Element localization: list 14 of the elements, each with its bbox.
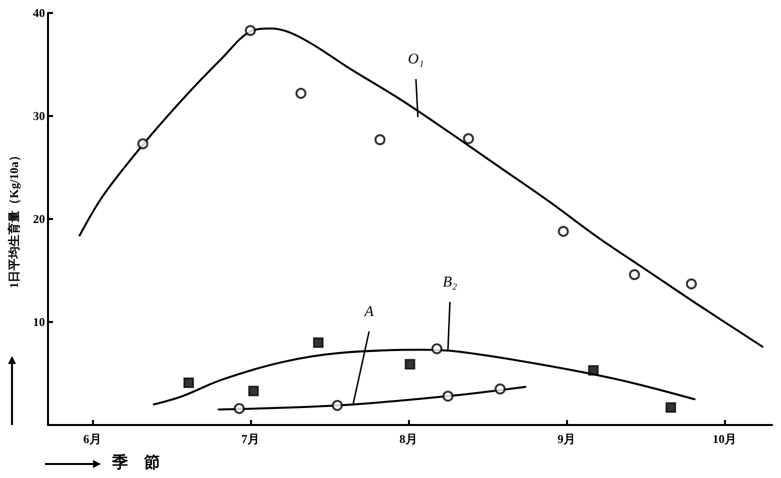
x-axis-title: 季 節 <box>111 454 160 472</box>
x-tick-label: 8月 <box>399 432 418 446</box>
x-tick-label: 10月 <box>712 432 737 446</box>
x-tick-label: 7月 <box>241 432 260 446</box>
annotation: O₁ <box>408 52 424 68</box>
y-tick-label: 10 <box>33 315 45 329</box>
annotation: A <box>364 304 375 320</box>
x-tick-label: 9月 <box>558 432 576 446</box>
y-tick-label: 30 <box>33 109 45 123</box>
annotation: B₂ <box>442 274 458 290</box>
y-axis-title: 1日平均生育量（Kg/10a） <box>7 150 21 288</box>
y-tick-label: 40 <box>33 6 45 20</box>
x-tick-label: 6月 <box>83 432 102 446</box>
y-tick-label: 20 <box>33 212 45 226</box>
